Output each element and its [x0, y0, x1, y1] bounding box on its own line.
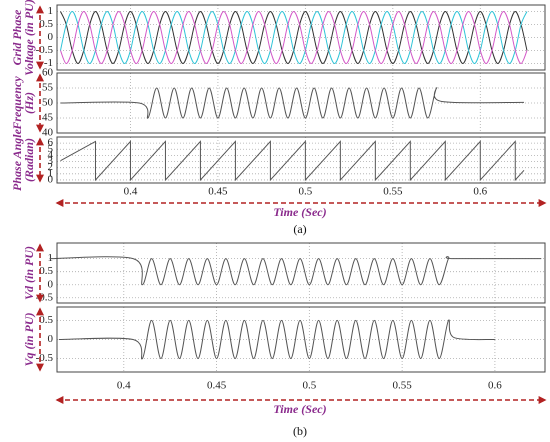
y-tick-label: 2 — [48, 161, 54, 173]
y-tick-label: 6 — [48, 137, 54, 149]
signal-line — [60, 10, 528, 65]
y-tick-label: 3 — [48, 155, 54, 167]
y-tick-label: -0.5 — [36, 291, 54, 303]
signal-line — [60, 140, 525, 182]
x-tick-label: 0.5 — [302, 380, 316, 392]
plot-border — [56, 72, 546, 134]
y-tick-label: 1 — [48, 5, 54, 17]
y-tick-label: 0.5 — [39, 265, 53, 277]
signal-line — [60, 10, 528, 65]
y-tick-label: 0 — [48, 278, 54, 290]
label-bg — [260, 205, 340, 221]
caption: (b) — [293, 424, 307, 438]
y-axis-label: Frequency — [10, 76, 24, 131]
caption: (a) — [293, 222, 306, 236]
signal-line — [49, 256, 542, 286]
y-tick-label: 0 — [48, 333, 54, 345]
x-tick-label: 0.45 — [208, 186, 228, 198]
y-axis-label: Grid Phase — [10, 9, 24, 65]
signal-line — [60, 87, 525, 119]
y-axis-label: Phase Angle — [10, 128, 24, 191]
plot-border — [56, 4, 546, 71]
plot-border — [56, 136, 546, 184]
x-tick-label: 0.45 — [207, 380, 227, 392]
y-tick-label: 1 — [48, 167, 54, 179]
x-tick-label: 0.6 — [473, 186, 487, 198]
x-axis-label: Time (Sec) — [273, 205, 326, 219]
signal-line — [58, 319, 495, 360]
y-tick-label: 40 — [42, 127, 54, 139]
y-tick-label: 45 — [42, 112, 54, 124]
y-axis-label: (Hz) — [22, 92, 36, 114]
plot-frame — [56, 242, 546, 304]
y-axis-label: Voltage (in PU) — [22, 0, 36, 76]
x-tick-label: 0.4 — [117, 380, 131, 392]
y-axis-label: Vd (in PU) — [22, 246, 36, 300]
x-tick-label: 0.6 — [488, 380, 502, 392]
y-tick-label: 0 — [48, 173, 54, 185]
y-axis-label: Vq (in PU) — [22, 312, 36, 366]
y-tick-label: 0.5 — [39, 314, 53, 326]
plot-border — [56, 242, 546, 304]
y-tick-label: 5 — [48, 143, 54, 155]
x-tick-label: 0.55 — [383, 186, 403, 198]
y-tick-label: -0.5 — [36, 352, 54, 364]
y-tick-label: 60 — [42, 67, 54, 79]
y-tick-label: -1 — [44, 57, 53, 69]
x-tick-label: 0.55 — [393, 380, 413, 392]
y-tick-label: 50 — [42, 97, 54, 109]
label-bg — [260, 402, 340, 418]
x-tick-label: 0.5 — [298, 186, 312, 198]
x-axis-label: Time (Sec) — [273, 402, 326, 416]
plot-border — [56, 306, 546, 373]
x-tick-label: 0.4 — [124, 186, 138, 198]
y-tick-label: 0.5 — [39, 18, 53, 30]
y-tick-label: -0.5 — [36, 44, 54, 56]
y-tick-label: 0 — [48, 31, 54, 43]
y-tick-label: 4 — [48, 149, 54, 161]
signal-line — [60, 10, 528, 65]
y-tick-label: 55 — [42, 82, 54, 94]
y-axis-label: (Radian) — [22, 138, 36, 182]
